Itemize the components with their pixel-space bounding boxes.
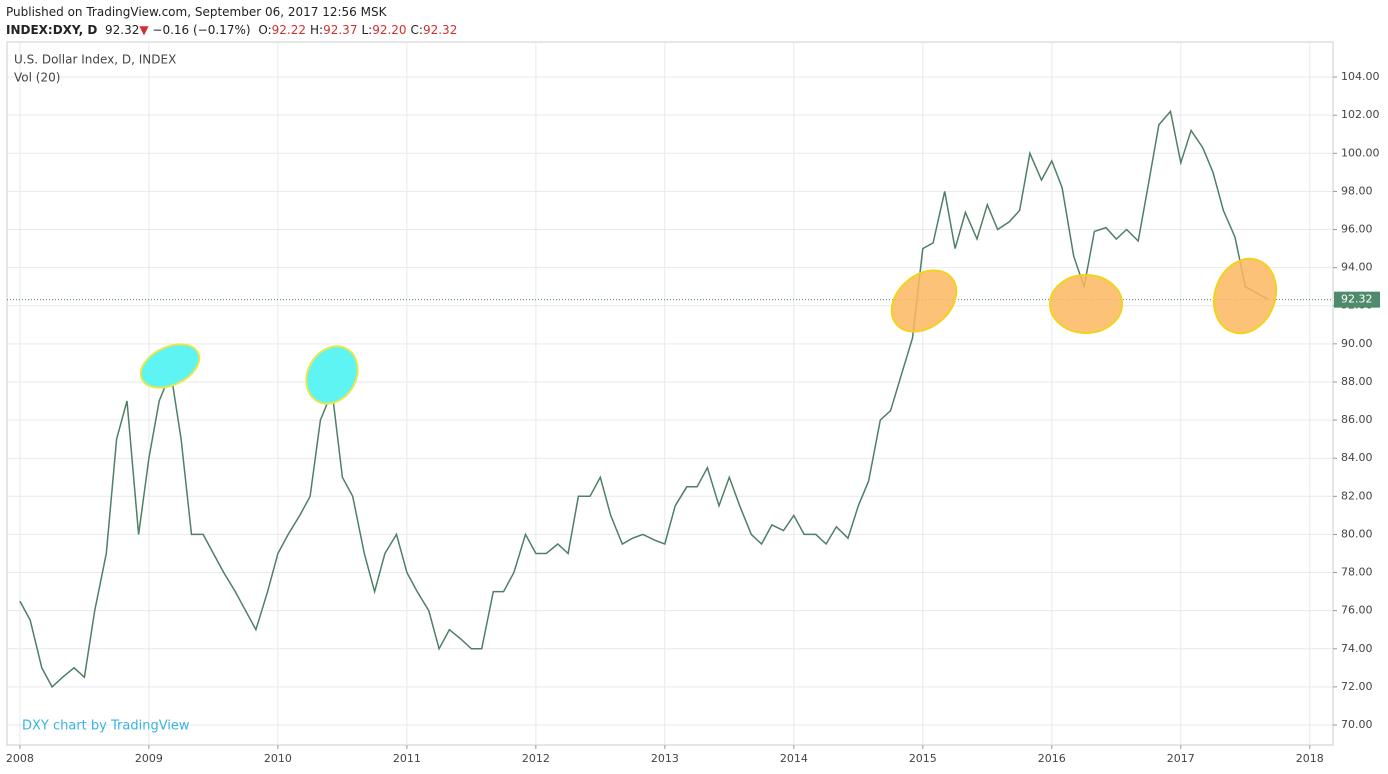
chart-title: U.S. Dollar Index, D, INDEX: [14, 53, 176, 67]
y-tick-label: 78.00: [1341, 566, 1373, 579]
header: Published on TradingView.com, September …: [6, 3, 457, 39]
y-tick-label: 82.00: [1341, 489, 1373, 502]
y-tick-label: 80.00: [1341, 527, 1373, 540]
y-tick-label: 70.00: [1341, 718, 1373, 731]
last-price-box: [1334, 291, 1380, 308]
last: 92.32: [104, 23, 140, 37]
highlight-ellipse: [305, 345, 359, 405]
x-tick-label: 2010: [264, 752, 292, 765]
highlight-ellipse: [1049, 274, 1123, 334]
ohlc-label: C:: [410, 23, 423, 37]
arrow: ▼: [139, 23, 149, 37]
ohlc: O:92.22 H:92.37 L:92.20 C:92.32: [254, 23, 457, 37]
marks: [7, 109, 1333, 689]
y-tick-label: 102.00: [1341, 108, 1380, 121]
symbol: INDEX:DXY, D: [6, 23, 98, 37]
chart-subtitle: Vol (20): [14, 71, 60, 85]
grid: [7, 42, 1333, 745]
x-tick-label: 2018: [1296, 752, 1324, 765]
x-tick-label: 2014: [780, 752, 808, 765]
change: −0.16 (−0.17%): [152, 23, 251, 37]
y-tick-label: 96.00: [1341, 223, 1373, 236]
y-tick-label: 88.00: [1341, 375, 1373, 388]
y-tick-label: 104.00: [1341, 70, 1380, 83]
quote-line: INDEX:DXY, D 92.32▼ −0.16 (−0.17%) O:92.…: [6, 21, 457, 39]
y-tick-label: 86.00: [1341, 413, 1373, 426]
x-tick-label: 2011: [393, 752, 421, 765]
x-tick-label: 2012: [522, 752, 550, 765]
plot-frame: [6, 41, 1334, 746]
highlight-ellipse: [1212, 257, 1278, 335]
x-tick-label: 2015: [909, 752, 937, 765]
highlight-ellipse: [139, 343, 201, 389]
y-tick-label: 94.00: [1341, 261, 1373, 274]
price-line: [19, 109, 1269, 689]
watermark: DXY chart by TradingView: [22, 719, 190, 734]
x-tick-label: 2017: [1167, 752, 1195, 765]
ohlc-value: 92.32: [422, 23, 458, 37]
last-price-label: 92.32: [1341, 293, 1373, 306]
y-tick-label: 76.00: [1341, 604, 1373, 617]
annotations: [139, 257, 1278, 405]
x-tick-label: 2008: [6, 752, 34, 765]
ohlc-label: H:: [310, 23, 324, 37]
y-tick-label: 100.00: [1341, 146, 1380, 159]
published: Published on TradingView.com, September …: [6, 5, 387, 19]
y-tick-label: 98.00: [1341, 184, 1373, 197]
ohlc-label: O:: [258, 23, 272, 37]
ohlc-label: L:: [361, 23, 373, 37]
ohlc-value: 92.37: [323, 23, 358, 37]
x-tick-label: 2016: [1038, 752, 1066, 765]
x-tick-label: 2013: [651, 752, 679, 765]
ohlc-value: 92.20: [372, 23, 407, 37]
y-tick-label: 84.00: [1341, 451, 1373, 464]
y-tick-label: 90.00: [1341, 337, 1373, 350]
highlight-ellipse: [890, 269, 958, 333]
ohlc-value: 92.22: [271, 23, 307, 37]
x-tick-label: 2009: [135, 752, 163, 765]
y-tick-label: 74.00: [1341, 642, 1373, 655]
y-tick-label: 72.00: [1341, 680, 1373, 693]
